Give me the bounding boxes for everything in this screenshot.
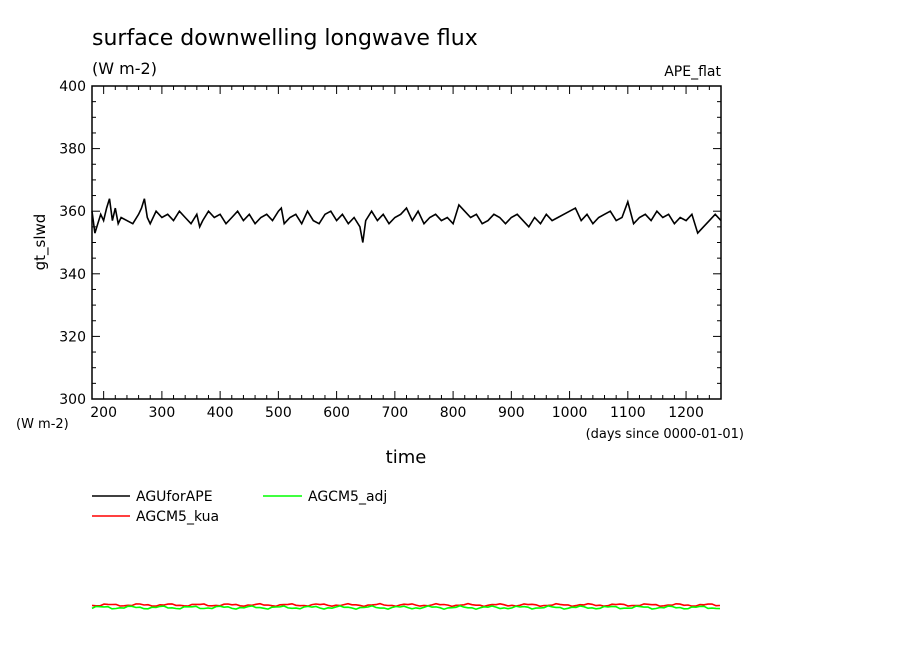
x-tick-label: 1200 [668,405,704,421]
series-line-aguforape [91,198,722,243]
y-tick-label: 320 [59,329,86,345]
y-tick-label: 300 [59,392,86,408]
legend: AGUforAPE AGCM5_kua AGCM5_adj [92,489,387,525]
y-tick-label: 380 [59,142,86,158]
chart-title: surface downwelling longwave flux [92,26,478,51]
x-tick-label: 1100 [610,405,646,421]
x-tick-label: 500 [265,405,292,421]
y-tick-label: 340 [59,267,86,283]
x-tick-label: 800 [440,405,467,421]
x-unit-note: (days since 0000-01-01) [586,427,744,442]
title-units: (W m-2) [92,59,157,78]
x-tick-label: 400 [207,405,234,421]
legend-label-agcm5-kua: AGCM5_kua [136,509,219,525]
y-axis: 300 320 340 360 380 400 [59,79,721,408]
x-axis: 200 300 400 500 600 700 800 900 1000 1100 1200 [90,86,722,421]
x-tick-label: 200 [90,405,117,421]
legend-label-agcm5-adj: AGCM5_adj [308,489,387,505]
y-tick-label: 360 [59,204,86,220]
x-axis-label: time [386,447,427,468]
x-tick-label: 600 [323,405,350,421]
x-tick-label: 1000 [552,405,588,421]
x-tick-label: 700 [381,405,408,421]
x-tick-label: 300 [149,405,176,421]
series-strip-agcm5-kua [91,602,721,608]
x-tick-label: 900 [498,405,525,421]
y-tick-label: 400 [59,79,86,95]
experiment-label: APE_flat [664,64,721,80]
plot-frame [91,85,722,400]
series-strip-agcm5-adj [91,604,721,611]
y-unit-note: (W m-2) [16,417,69,432]
y-axis-label: gt_slwd [31,214,50,271]
legend-label-aguforape: AGUforAPE [136,489,213,505]
